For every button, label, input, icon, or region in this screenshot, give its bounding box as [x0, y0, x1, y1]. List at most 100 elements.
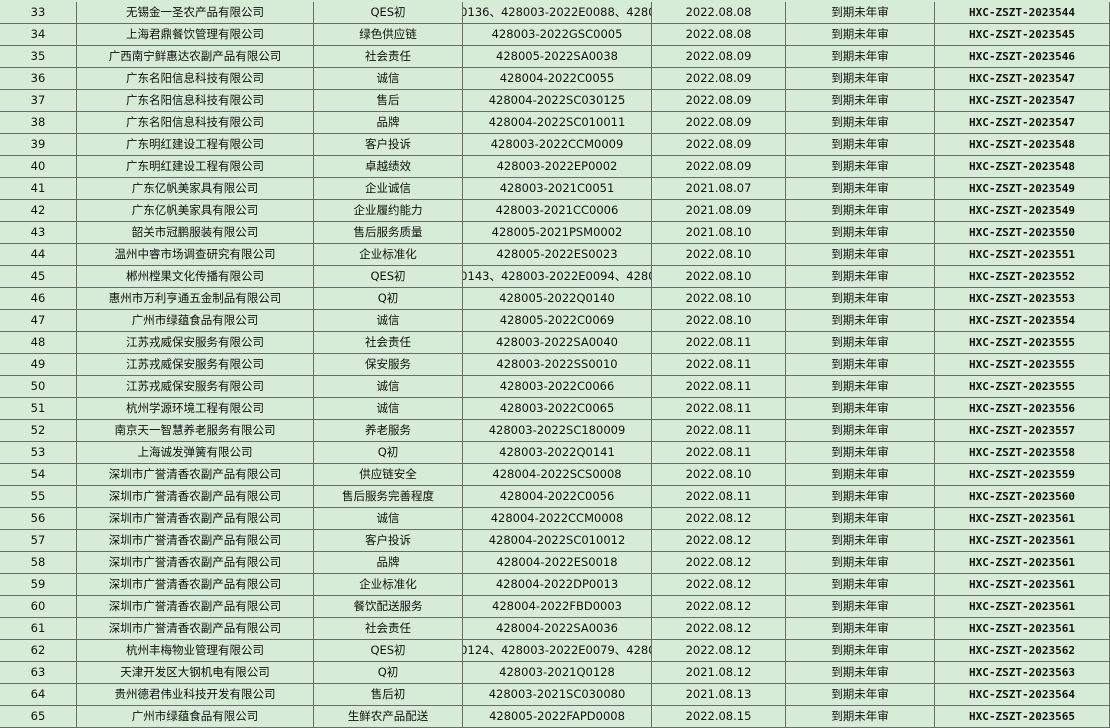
- cell-text: HXC-ZSZT-2023554: [969, 314, 1075, 327]
- company-cell: 广州市绿蕴食品有限公司: [77, 706, 314, 728]
- cell-text: 到期未年审: [831, 137, 889, 151]
- code-cell: 428004-2022SA0036: [463, 618, 652, 640]
- cell-text: 428005-2022FAPD0008: [489, 709, 625, 723]
- code-cell: 428003-2022GSC0005: [463, 24, 652, 46]
- category-cell: 供应链安全: [314, 464, 463, 486]
- cert-id-cell: HXC-ZSZT-2023545: [935, 24, 1110, 46]
- category-cell: 诚信: [314, 398, 463, 420]
- code-cell: 2Q0143、428003-2022E0094、428003: [463, 266, 652, 288]
- cell-text: 2021.08.07: [685, 181, 752, 195]
- company-cell: 广东亿帆美家具有限公司: [77, 200, 314, 222]
- status-cell: 到期未年审: [786, 486, 935, 508]
- category-cell: 诚信: [314, 508, 463, 530]
- cell-text: 2022.08.10: [685, 313, 752, 327]
- date-cell: 2022.08.08: [652, 24, 786, 46]
- row-number: 50: [0, 376, 77, 398]
- cell-text: 41: [30, 181, 46, 195]
- cell-text: 深圳市广誉清香农副产品有限公司: [108, 621, 282, 635]
- cell-text: HXC-ZSZT-2023551: [969, 248, 1075, 261]
- cell-text: 到期未年审: [831, 159, 889, 173]
- cert-id-cell: HXC-ZSZT-2023553: [935, 288, 1110, 310]
- cell-text: 2022.08.12: [685, 621, 752, 635]
- category-cell: 社会责任: [314, 332, 463, 354]
- cell-text: 品牌: [376, 115, 400, 129]
- cell-text: HXC-ZSZT-2023555: [969, 380, 1075, 393]
- cell-text: 到期未年审: [831, 335, 889, 349]
- cell-text: 广州市绿蕴食品有限公司: [131, 709, 259, 723]
- cell-text: 到期未年审: [831, 643, 889, 657]
- cell-text: 到期未年审: [831, 621, 889, 635]
- cell-text: 到期未年审: [831, 379, 889, 393]
- cell-text: 深圳市广誉清香农副产品有限公司: [108, 599, 282, 613]
- date-cell: 2022.08.10: [652, 266, 786, 288]
- row-number: 39: [0, 134, 77, 156]
- cell-text: 无锡金一圣农产品有限公司: [126, 5, 264, 19]
- status-cell: 到期未年审: [786, 442, 935, 464]
- cell-text: 57: [30, 533, 46, 547]
- status-cell: 到期未年审: [786, 684, 935, 706]
- cell-text: 428003-2022C0065: [499, 401, 615, 415]
- cell-text: 2022.08.11: [685, 357, 752, 371]
- company-cell: 广东名阳信息科技有限公司: [77, 68, 314, 90]
- cell-text: 428004-2022DP0013: [495, 577, 619, 591]
- status-cell: 到期未年审: [786, 618, 935, 640]
- cell-text: 社会责任: [365, 49, 411, 63]
- code-cell: 428003-2022C0065: [463, 398, 652, 420]
- cell-text: 到期未年审: [831, 709, 889, 723]
- cell-text: HXC-ZSZT-2023555: [969, 358, 1075, 371]
- cell-text: 2022.08.11: [685, 379, 752, 393]
- company-cell: 广东名阳信息科技有限公司: [77, 90, 314, 112]
- company-cell: 上海君鼎餐饮管理有限公司: [77, 24, 314, 46]
- cell-text: 2022.08.11: [685, 445, 752, 459]
- cell-text: 47: [30, 313, 46, 327]
- company-cell: 天津开发区大钢机电有限公司: [77, 662, 314, 684]
- code-cell: 428004-2022SCS0008: [463, 464, 652, 486]
- status-cell: 到期未年审: [786, 68, 935, 90]
- date-cell: 2022.08.09: [652, 112, 786, 134]
- company-cell: 深圳市广誉清香农副产品有限公司: [77, 552, 314, 574]
- cell-text: 社会责任: [365, 621, 411, 635]
- category-cell: QES初: [314, 640, 463, 662]
- code-cell: 428005-2021PSM0002: [463, 222, 652, 244]
- category-cell: 品牌: [314, 552, 463, 574]
- cert-id-cell: HXC-ZSZT-2023544: [935, 2, 1110, 24]
- row-number: 61: [0, 618, 77, 640]
- cell-text: 2022.08.12: [685, 643, 752, 657]
- row-number: 43: [0, 222, 77, 244]
- code-cell: 428004-2022SC030125: [463, 90, 652, 112]
- company-cell: 杭州丰梅物业管理有限公司: [77, 640, 314, 662]
- cell-text: HXC-ZSZT-2023557: [969, 424, 1075, 437]
- cell-text: HXC-ZSZT-2023563: [969, 666, 1075, 679]
- cell-text: 2022.08.12: [685, 577, 752, 591]
- cert-id-cell: HXC-ZSZT-2023547: [935, 112, 1110, 134]
- cell-text: HXC-ZSZT-2023559: [969, 468, 1075, 481]
- status-cell: 到期未年审: [786, 24, 935, 46]
- cell-text: 南京天一智慧养老服务有限公司: [114, 423, 276, 437]
- category-cell: 售后初: [314, 684, 463, 706]
- cell-text: 428003-2021C0051: [499, 181, 615, 195]
- date-cell: 2022.08.11: [652, 486, 786, 508]
- cell-text: 深圳市广誉清香农副产品有限公司: [108, 467, 282, 481]
- cell-text: 到期未年审: [831, 489, 889, 503]
- date-cell: 2022.08.08: [652, 2, 786, 24]
- cell-text: 温州中睿市场调查研究有限公司: [114, 247, 276, 261]
- cert-id-cell: HXC-ZSZT-2023555: [935, 332, 1110, 354]
- company-cell: 广西南宁鲜惠达农副产品有限公司: [77, 46, 314, 68]
- cell-text: 54: [30, 467, 46, 481]
- cell-text: HXC-ZSZT-2023556: [969, 402, 1075, 415]
- code-cell: 428005-2022SA0038: [463, 46, 652, 68]
- cert-id-cell: HXC-ZSZT-2023547: [935, 68, 1110, 90]
- company-cell: 深圳市广誉清香农副产品有限公司: [77, 508, 314, 530]
- code-cell: 428003-2022SS0010: [463, 354, 652, 376]
- row-number: 46: [0, 288, 77, 310]
- row-number: 48: [0, 332, 77, 354]
- cell-text: 保安服务: [365, 357, 411, 371]
- cell-text: 广西南宁鲜惠达农副产品有限公司: [108, 49, 282, 63]
- code-cell: 428004-2022FBD0003: [463, 596, 652, 618]
- cell-text: 到期未年审: [831, 115, 889, 129]
- category-cell: 诚信: [314, 376, 463, 398]
- cell-text: 2022.08.15: [685, 709, 752, 723]
- status-cell: 到期未年审: [786, 2, 935, 24]
- date-cell: 2022.08.12: [652, 530, 786, 552]
